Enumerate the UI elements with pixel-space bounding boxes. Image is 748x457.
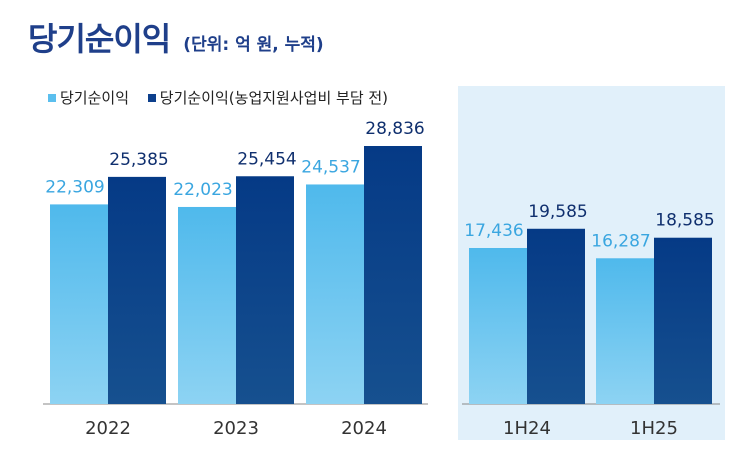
data-label-1H25-series-1: 16,287 (591, 231, 650, 251)
chart-title: 당기순이익 (28, 20, 171, 58)
x-tick-label-2023: 2023 (213, 418, 259, 439)
bar-2023-series-2 (236, 176, 294, 404)
data-label-2023-series-1: 22,023 (173, 180, 232, 200)
x-tick-label-2024: 2024 (341, 418, 387, 439)
bar-1H25-series-2 (654, 237, 712, 404)
data-label-2022-series-1: 22,309 (45, 177, 104, 197)
legend-item-net-income-before-support: 당기순이익(농업지원사업비 부담 전) (147, 87, 389, 108)
bar-2023-series-1 (178, 206, 236, 404)
bar-2022-series-1 (50, 204, 108, 404)
bar-1H24-series-1 (469, 247, 527, 404)
chart-subtitle: (단위: 억 원, 누적) (183, 35, 324, 55)
x-tick-label-1H25: 1H25 (630, 418, 678, 439)
data-label-2024-series-1: 24,537 (301, 157, 360, 177)
x-tick-label-1H24: 1H24 (503, 418, 551, 439)
legend-label-net-income-before-support: 당기순이익(농업지원사업비 부담 전) (159, 89, 389, 107)
data-label-1H24-series-2: 19,585 (528, 202, 587, 222)
legend: 당기순이익 당기순이익(농업지원사업비 부담 전) (48, 87, 402, 108)
bar-2022-series-2 (108, 176, 166, 404)
bar-1H25-series-1 (596, 258, 654, 404)
legend-swatch-light (48, 93, 56, 102)
bar-1H24-series-2 (527, 228, 585, 404)
data-label-1H24-series-1: 17,436 (464, 221, 523, 241)
legend-item-net-income: 당기순이익 (48, 87, 129, 108)
data-label-2022-series-2: 25,385 (109, 150, 168, 170)
x-tick-label-2022: 2022 (85, 418, 131, 439)
bar-2024-series-1 (306, 184, 364, 404)
chart-title-area: 당기순이익 (단위: 억 원, 누적) (28, 14, 324, 60)
data-label-2023-series-2: 25,454 (237, 149, 296, 169)
legend-swatch-dark (147, 93, 156, 102)
data-label-1H25-series-2: 18,585 (655, 211, 714, 231)
legend-label-net-income: 당기순이익 (60, 89, 130, 107)
data-label-2024-series-2: 28,836 (365, 119, 424, 139)
bar-2024-series-2 (364, 146, 422, 404)
